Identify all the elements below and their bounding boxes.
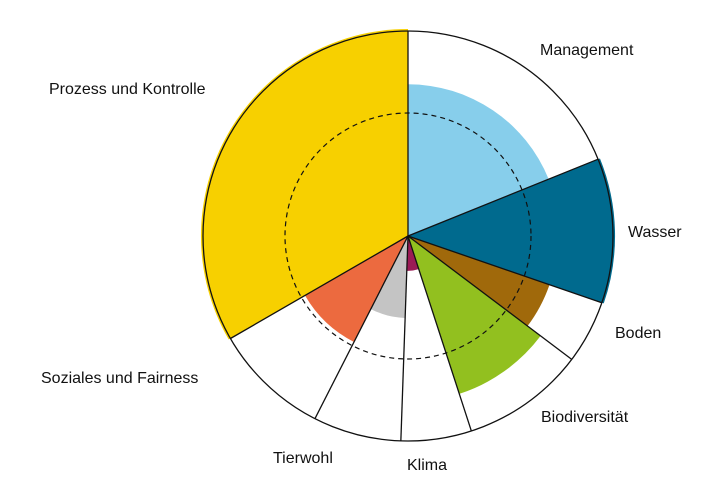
divider-soziales-und-fairness [314,235,409,419]
sector-boden [408,236,550,327]
divider-boden [407,235,603,304]
divider-tierwohl [400,235,409,441]
sector-tierwohl [370,236,408,318]
label-soziales-und-fairness: Soziales und Fairness [41,370,198,387]
label-wasser: Wasser [628,224,682,241]
divider-prozess-und-kontrolle [230,235,409,340]
label-tierwohl: Tierwohl [273,450,333,467]
label-prozess-und-kontrolle: Prozess und Kontrolle [49,81,206,98]
sector-biodiversitaet [408,236,541,394]
sector-fills [200,28,616,394]
divider-wasser [407,158,599,237]
sector-dividers [230,31,603,441]
divider-biodiversitaet [407,235,573,360]
sector-wasser [408,158,616,304]
sector-soziales-und-fairness [305,236,408,342]
sector-klima [406,236,419,271]
sector-prozess-und-kontrolle [200,28,408,340]
label-management: Management [540,42,634,59]
sector-management [408,84,549,236]
label-boden: Boden [615,325,661,342]
reference-circle [284,112,532,360]
category-labels: Management Wasser Boden Biodiversität Kl… [41,42,682,474]
label-biodiversitaet: Biodiversität [541,409,629,426]
label-klima: Klima [407,457,447,474]
divider-klima [407,235,472,432]
